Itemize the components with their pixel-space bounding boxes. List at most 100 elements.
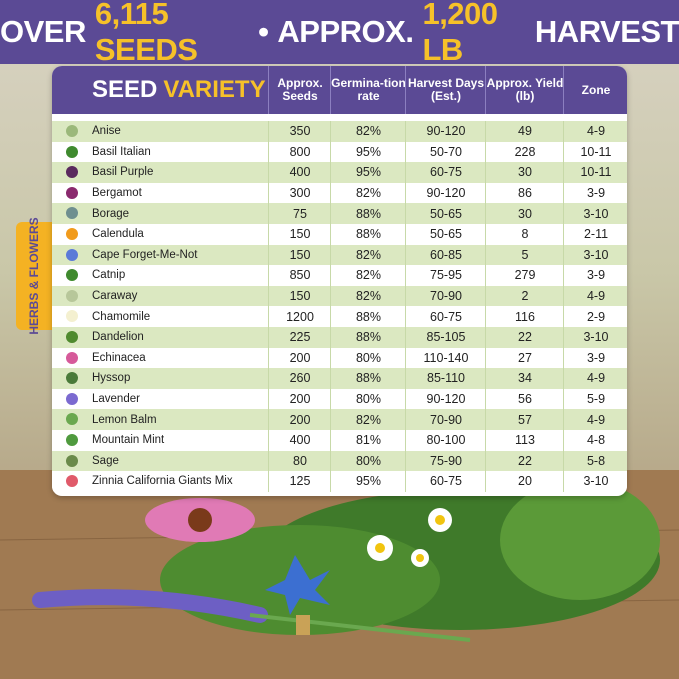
table-cell: 150 <box>268 285 331 307</box>
table-cell: 75 <box>268 203 331 224</box>
table-row: Catnip 850 82% 75-95 279 3-9 <box>52 265 627 286</box>
table-cell: 86 <box>485 182 564 204</box>
table-cell: 228 <box>485 141 564 163</box>
table-cell: 200 <box>268 388 331 410</box>
table-cell: 22 <box>485 450 564 472</box>
variety-name: Catnip <box>92 269 126 282</box>
table-cell: 279 <box>485 265 564 286</box>
table-cell: 260 <box>268 368 331 389</box>
table-cell: 800 <box>268 141 331 163</box>
side-tab-label: HERBS & FLOWERS <box>27 217 41 335</box>
title-part: • <box>258 14 269 49</box>
table-cell: 5-9 <box>563 388 627 410</box>
variety-name: Lavender <box>92 393 140 406</box>
table-cell: 4-9 <box>563 285 627 307</box>
table-row: Sage 80 80% 75-90 22 5-8 <box>52 450 627 472</box>
table-cell: 88% <box>330 306 406 327</box>
table-cell: 81% <box>330 430 406 451</box>
column-header: Zone <box>563 66 627 114</box>
table-cell: 125 <box>268 471 331 492</box>
herb-icon <box>66 166 78 179</box>
table-cell: 80% <box>330 450 406 472</box>
column-header: Harvest Days (Est.) <box>405 66 486 114</box>
table-cell: 95% <box>330 471 406 492</box>
herb-icon <box>66 125 78 137</box>
table-cell: 50-65 <box>405 203 486 224</box>
table-cell: 82% <box>330 409 406 430</box>
herb-icon <box>66 392 78 405</box>
table-cell: 90-120 <box>405 388 486 410</box>
herb-icon <box>66 372 78 385</box>
variety-name: Chamomile <box>92 310 151 323</box>
table-cell: 80% <box>330 388 406 410</box>
table-cell: 82% <box>330 121 406 142</box>
table-cell: 95% <box>330 141 406 163</box>
table-cell: 3-10 <box>563 471 627 492</box>
table-cell: 27 <box>485 347 564 369</box>
table-cell: 80-100 <box>405 430 486 451</box>
title-part: HARVEST <box>534 14 679 49</box>
table-cell: 850 <box>268 265 331 286</box>
table-cell: 400 <box>268 162 331 183</box>
herb-icon <box>66 351 78 364</box>
table-row: Lemon Balm 200 82% 70-90 57 4-9 <box>52 409 627 430</box>
table-cell: 80 <box>268 450 331 472</box>
table-row: Calendula 150 88% 50-65 8 2-11 <box>52 224 627 245</box>
table-cell: 82% <box>330 285 406 307</box>
table-cell: 150 <box>268 224 331 245</box>
table-cell: 110-140 <box>405 347 486 369</box>
table-cell: 3-9 <box>563 347 627 369</box>
table-cell: 3-10 <box>563 327 627 348</box>
table-cell: 50-70 <box>405 141 486 163</box>
column-header: Approx. Yield (lb) <box>485 66 564 114</box>
table-cell: 30 <box>485 203 564 224</box>
title-banner: OVER 6,115 SEEDS • APPROX. 1,200 LB HARVEST <box>0 0 679 67</box>
table-cell: 3-10 <box>563 244 627 266</box>
table-cell: 82% <box>330 244 406 266</box>
herb-icon <box>66 413 78 426</box>
table-cell: 113 <box>485 430 564 451</box>
table-title: SEED VARIETY <box>92 66 266 114</box>
table-cell: 2-11 <box>563 224 627 245</box>
table-cell: 20 <box>485 471 564 492</box>
variety-name: Basil Purple <box>92 166 154 179</box>
table-row: Cape Forget-Me-Not 150 82% 60-85 5 3-10 <box>52 244 627 266</box>
table-cell: 82% <box>330 265 406 286</box>
table-row: Chamomile 1200 88% 60-75 116 2-9 <box>52 306 627 327</box>
variety-name: Caraway <box>92 290 138 303</box>
table-cell: 150 <box>268 244 331 266</box>
variety-name: Zinnia California Giants Mix <box>92 475 233 488</box>
title-part: APPROX. <box>277 14 414 49</box>
table-cell: 70-90 <box>405 409 486 430</box>
table-cell: 2 <box>485 285 564 307</box>
table-cell: 3-9 <box>563 265 627 286</box>
table-cell: 5-8 <box>563 450 627 472</box>
title-part: 1,200 LB <box>422 0 498 67</box>
table-cell: 50-65 <box>405 224 486 245</box>
variety-name: Basil Italian <box>92 145 151 158</box>
title-part: OVER <box>0 14 86 49</box>
herb-icon <box>66 434 78 446</box>
table-row: Mountain Mint 400 81% 80-100 113 4-8 <box>52 430 627 451</box>
table-cell: 10-11 <box>563 141 627 163</box>
table-cell: 4-8 <box>563 430 627 451</box>
column-header: Germina-tion rate <box>330 66 406 114</box>
herb-icon <box>66 289 78 302</box>
table-row: Borage 75 88% 50-65 30 3-10 <box>52 203 627 224</box>
table-cell: 56 <box>485 388 564 410</box>
table-cell: 300 <box>268 182 331 204</box>
table-cell: 88% <box>330 327 406 348</box>
table-cell: 8 <box>485 224 564 245</box>
table-cell: 60-75 <box>405 306 486 327</box>
table-cell: 4-9 <box>563 409 627 430</box>
herb-icon <box>66 475 78 488</box>
variety-name: Calendula <box>92 228 144 241</box>
column-header: Approx. Seeds <box>268 66 331 114</box>
table-cell: 95% <box>330 162 406 183</box>
table-row: Zinnia California Giants Mix 125 95% 60-75 2… <box>52 471 627 492</box>
herb-icon <box>66 228 78 240</box>
table-cell: 3-9 <box>563 182 627 204</box>
table-cell: 60-75 <box>405 471 486 492</box>
title-part: 6,115 SEEDS <box>94 0 198 67</box>
